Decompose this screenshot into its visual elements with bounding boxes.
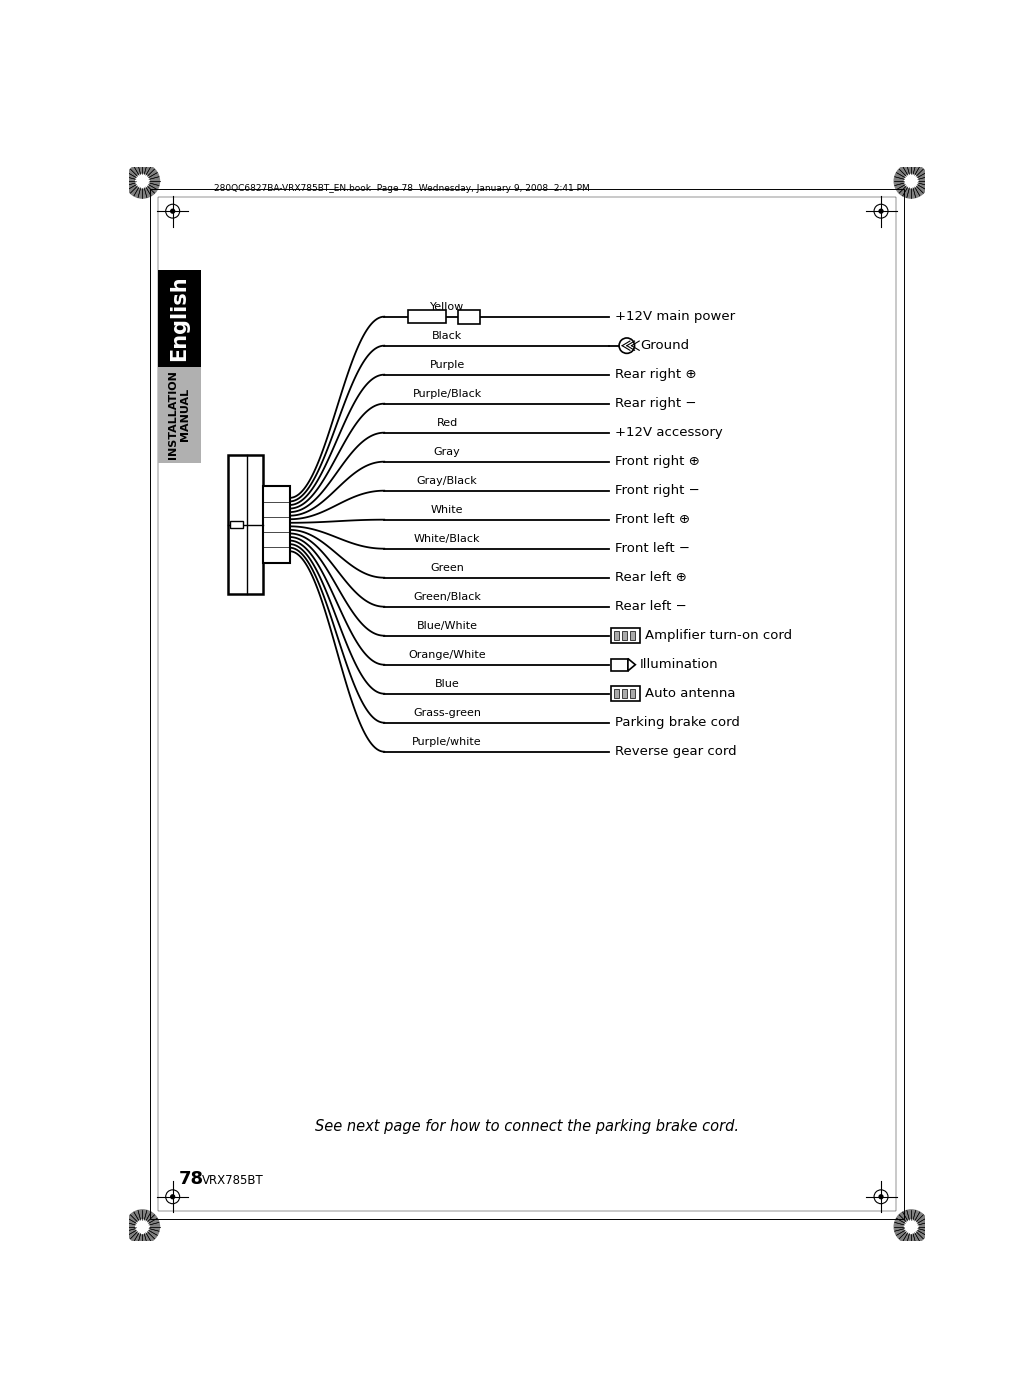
Bar xyxy=(158,270,200,367)
Text: Purple: Purple xyxy=(430,360,465,369)
Circle shape xyxy=(171,209,175,213)
Bar xyxy=(622,631,627,640)
Bar xyxy=(230,521,243,528)
Text: Gray/Black: Gray/Black xyxy=(416,477,478,487)
Circle shape xyxy=(905,1220,918,1234)
Text: Parking brake cord: Parking brake cord xyxy=(615,717,740,729)
Text: +12V main power: +12V main power xyxy=(615,309,735,323)
Circle shape xyxy=(905,174,918,188)
Text: Blue/White: Blue/White xyxy=(416,622,478,631)
Bar xyxy=(407,311,446,323)
Text: Rear right −: Rear right − xyxy=(615,397,697,410)
Text: Front right −: Front right − xyxy=(615,484,700,498)
Text: Yellow: Yellow xyxy=(430,302,465,312)
Bar xyxy=(615,689,619,698)
Text: Gray: Gray xyxy=(434,447,461,457)
Text: 15A: 15A xyxy=(418,312,436,321)
Circle shape xyxy=(879,209,883,213)
Text: Green/Black: Green/Black xyxy=(413,592,481,602)
Text: Reverse gear cord: Reverse gear cord xyxy=(615,746,737,758)
Bar xyxy=(611,627,640,644)
Text: White/Black: White/Black xyxy=(414,534,480,544)
Text: 78: 78 xyxy=(179,1170,204,1188)
Circle shape xyxy=(125,164,159,198)
Text: Front right ⊕: Front right ⊕ xyxy=(615,456,700,468)
Circle shape xyxy=(136,1220,149,1234)
Bar xyxy=(630,689,634,698)
Circle shape xyxy=(894,164,928,198)
Text: Rear left −: Rear left − xyxy=(615,601,687,613)
Bar xyxy=(622,689,627,698)
Text: Front left ⊕: Front left ⊕ xyxy=(615,513,690,526)
Bar xyxy=(457,309,480,323)
Text: Auto antenna: Auto antenna xyxy=(645,687,735,700)
Text: Purple/white: Purple/white xyxy=(412,737,482,747)
Bar xyxy=(227,456,262,594)
Text: Rear right ⊕: Rear right ⊕ xyxy=(615,368,697,381)
Text: See next page for how to connect the parking brake cord.: See next page for how to connect the par… xyxy=(315,1119,739,1135)
Text: White: White xyxy=(431,505,464,514)
Circle shape xyxy=(125,1210,159,1243)
Text: Black: Black xyxy=(432,330,463,342)
Bar xyxy=(611,686,640,701)
Polygon shape xyxy=(628,658,635,671)
Text: Blue: Blue xyxy=(435,679,460,689)
Circle shape xyxy=(879,1195,883,1199)
Text: INSTALLATION
MANUAL: INSTALLATION MANUAL xyxy=(169,371,190,459)
Text: Green: Green xyxy=(431,563,464,573)
Text: Amplifier turn-on cord: Amplifier turn-on cord xyxy=(645,629,792,643)
Circle shape xyxy=(894,1210,928,1243)
Text: Red: Red xyxy=(437,418,457,428)
Bar xyxy=(262,487,290,563)
Text: VRX785BT: VRX785BT xyxy=(203,1174,264,1188)
Text: Grass-green: Grass-green xyxy=(413,708,481,718)
Bar xyxy=(615,631,619,640)
Circle shape xyxy=(171,1195,175,1199)
Circle shape xyxy=(619,337,634,353)
Text: English: English xyxy=(170,276,189,361)
Bar xyxy=(611,658,628,671)
Text: Illumination: Illumination xyxy=(640,658,719,671)
Circle shape xyxy=(136,174,149,188)
Text: 280QC6827BA-VRX785BT_EN.book  Page 78  Wednesday, January 9, 2008  2:41 PM: 280QC6827BA-VRX785BT_EN.book Page 78 Wed… xyxy=(214,184,589,194)
Bar xyxy=(630,631,634,640)
Text: Ground: Ground xyxy=(640,339,689,353)
Text: Orange/White: Orange/White xyxy=(408,650,486,661)
Text: Purple/Black: Purple/Black xyxy=(412,389,482,399)
Text: Front left −: Front left − xyxy=(615,542,690,555)
Bar xyxy=(158,367,200,463)
Text: Rear left ⊕: Rear left ⊕ xyxy=(615,572,687,584)
Text: +12V accessory: +12V accessory xyxy=(615,427,723,439)
